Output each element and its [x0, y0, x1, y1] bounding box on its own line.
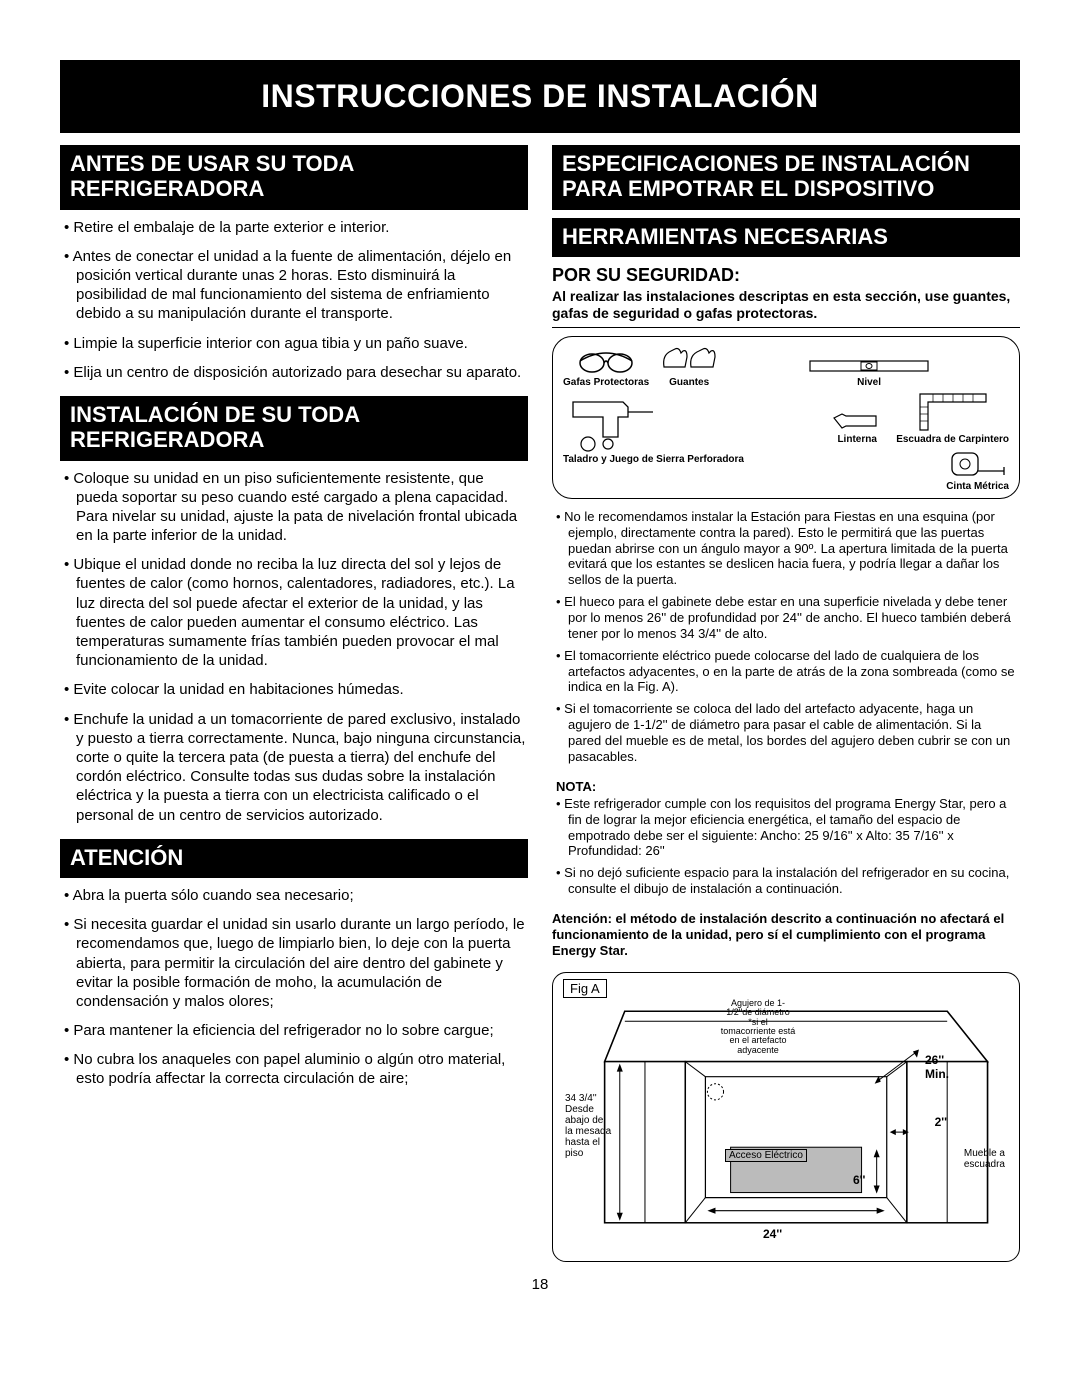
- figA-elec-text: Acceso Eléctrico: [725, 1149, 807, 1162]
- list-specs-2: Este refrigerador cumple con los requisi…: [552, 796, 1020, 897]
- list-item: No cubra los anaqueles con papel alumini…: [64, 1050, 526, 1088]
- list-item: Si necesita guardar el unidad sin usarlo…: [64, 915, 526, 1011]
- list-item: Si no dejó suficiente espacio para la in…: [556, 865, 1018, 897]
- tool-gloves: Guantes: [659, 345, 719, 388]
- tape-icon: [948, 449, 1008, 479]
- figA-height-text: 34 3/4'' Desde abajo de la mesada hasta …: [565, 1093, 627, 1159]
- heading-especificaciones: ESPECIFICACIONES DE INSTALACIÓN PARA EMP…: [552, 145, 1020, 210]
- list-item: No le recomendamos instalar la Estación …: [556, 509, 1018, 588]
- tools-diagram: Gafas Protectoras Guantes Nivel: [552, 336, 1020, 499]
- tool-square: Escuadra de Carpintero: [896, 392, 1009, 445]
- fig-a-diagram: Fig A: [552, 972, 1020, 1262]
- tool-label: Gafas Protectoras: [563, 377, 649, 388]
- figA-hole-text: Agujero de 1- 1/2''de diámetro *si el to…: [703, 999, 813, 1056]
- list-item: Antes de conectar el unidad a la fuente …: [64, 247, 526, 324]
- tool-level: Nivel: [729, 357, 1009, 388]
- list-item: Enchufe la unidad a un tomacorriente de …: [64, 710, 526, 825]
- drill-icon: [563, 392, 673, 452]
- list-antes: Retire el embalaje de la parte exterior …: [60, 218, 528, 382]
- content-columns: ANTES DE USAR SU TODA REFRIGERADORA Reti…: [60, 145, 1020, 1262]
- nota-label: NOTA:: [556, 779, 1020, 794]
- list-item: Coloque su unidad en un piso suficientem…: [64, 469, 526, 546]
- square-icon: [918, 392, 988, 432]
- list-item: Para mantener la eficiencia del refriger…: [64, 1021, 526, 1040]
- list-item: Ubique el unidad donde no reciba la luz …: [64, 555, 526, 670]
- tool-label: Taladro y Juego de Sierra Perforadora: [563, 454, 744, 465]
- figA-gap-text: 2'': [935, 1115, 947, 1129]
- list-specs-1: No le recomendamos instalar la Estación …: [552, 509, 1020, 765]
- heading-atencion: ATENCIÓN: [60, 839, 528, 878]
- heading-antes: ANTES DE USAR SU TODA REFRIGERADORA: [60, 145, 528, 210]
- list-item: Limpie la superficie interior con agua t…: [64, 334, 526, 353]
- fig-a-label: Fig A: [563, 979, 607, 998]
- list-item: El hueco para el gabinete debe estar en …: [556, 594, 1018, 642]
- list-atencion: Abra la puerta sólo cuando sea necesario…: [60, 886, 528, 1089]
- list-item: Elija un centro de disposición autorizad…: [64, 363, 526, 382]
- tool-label: Nivel: [857, 377, 881, 388]
- tool-label: Escuadra de Carpintero: [896, 434, 1009, 445]
- level-icon: [809, 357, 929, 375]
- list-item: Si el tomacorriente se coloca del lado d…: [556, 701, 1018, 764]
- safety-title: POR SU SEGURIDAD:: [552, 265, 1020, 286]
- tool-label: Linterna: [837, 434, 876, 445]
- list-item: Evite colocar la unidad en habitaciones …: [64, 680, 526, 699]
- tool-label: Cinta Métrica: [946, 481, 1009, 492]
- energy-star-warning: Atención: el método de instalación descr…: [552, 911, 1020, 960]
- right-column: ESPECIFICACIONES DE INSTALACIÓN PARA EMP…: [552, 145, 1020, 1262]
- left-column: ANTES DE USAR SU TODA REFRIGERADORA Reti…: [60, 145, 528, 1262]
- gloves-icon: [659, 345, 719, 375]
- list-instalacion: Coloque su unidad en un piso suficientem…: [60, 469, 528, 825]
- list-item: Abra la puerta sólo cuando sea necesario…: [64, 886, 526, 905]
- tool-label: Guantes: [669, 377, 709, 388]
- figA-depth-text: 26'' Min.: [925, 1053, 949, 1081]
- goggles-icon: [576, 347, 636, 375]
- list-item: Retire el embalaje de la parte exterior …: [64, 218, 526, 237]
- figA-cabinet-text: Mueble a escuadra: [964, 1148, 1005, 1170]
- tool-tape: Cinta Métrica: [946, 449, 1009, 492]
- heading-herramientas: HERRAMIENTAS NECESARIAS: [552, 218, 1020, 257]
- tool-drill: Taladro y Juego de Sierra Perforadora: [563, 392, 744, 465]
- list-item: El tomacorriente eléctrico puede colocar…: [556, 648, 1018, 696]
- figA-six-text: 6'': [853, 1173, 865, 1187]
- tool-goggles: Gafas Protectoras: [563, 347, 649, 388]
- page-title: INSTRUCCIONES DE INSTALACIÓN: [60, 60, 1020, 133]
- heading-instalacion: INSTALACIÓN DE SU TODA REFRIGERADORA: [60, 396, 528, 461]
- safety-text: Al realizar las instalaciones descriptas…: [552, 288, 1020, 328]
- tool-flashlight: Linterna: [832, 410, 882, 445]
- page-number: 18: [60, 1276, 1020, 1293]
- list-item: Este refrigerador cumple con los requisi…: [556, 796, 1018, 859]
- figA-width-text: 24'': [763, 1227, 782, 1241]
- flashlight-icon: [832, 410, 882, 432]
